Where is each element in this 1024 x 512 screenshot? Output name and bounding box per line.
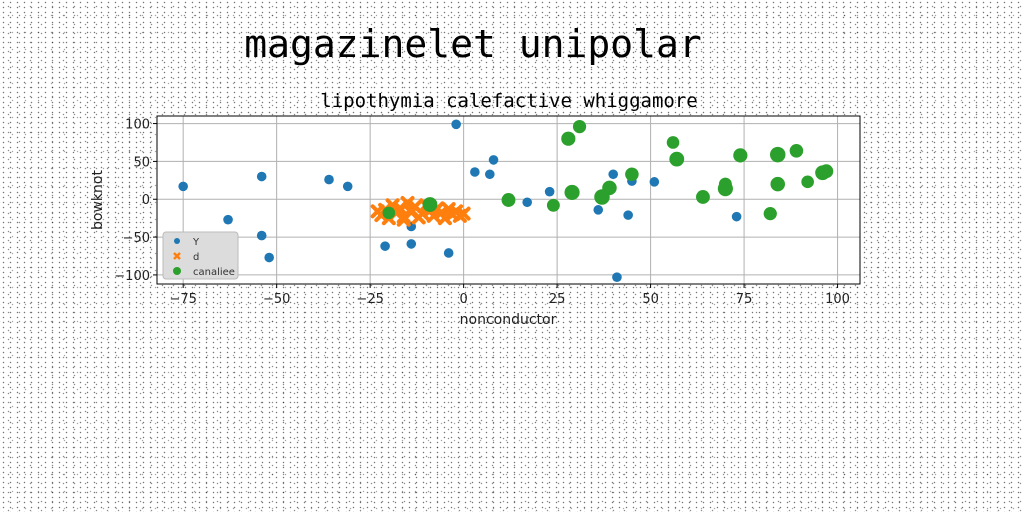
- legend-marker: [173, 267, 181, 275]
- data-point: [789, 144, 804, 158]
- data-point: [178, 181, 188, 192]
- data-point: [819, 164, 834, 179]
- data-point: [544, 186, 555, 197]
- plot-frame: [156, 115, 861, 285]
- legend-marker: [173, 252, 181, 260]
- x-tick-label: −75: [169, 292, 196, 307]
- data-point: [342, 181, 353, 192]
- legend-marker: [174, 238, 180, 244]
- data-point: [733, 148, 748, 163]
- x-tick-label: −50: [263, 292, 290, 307]
- data-point: [572, 119, 587, 134]
- data-point: [649, 177, 660, 187]
- x-tick-label: 100: [825, 292, 850, 307]
- x-tick-label: 50: [642, 292, 659, 307]
- data-point: [770, 176, 785, 192]
- data-point: [602, 180, 617, 196]
- data-point: [223, 214, 233, 225]
- legend: Yd canaliee: [162, 231, 239, 280]
- data-point: [612, 272, 622, 282]
- x-tick-label: 75: [736, 292, 753, 307]
- data-point: [669, 151, 685, 167]
- data-point: [437, 211, 452, 226]
- data-point: [264, 252, 274, 263]
- data-point: [501, 193, 516, 207]
- data-point: [422, 197, 438, 212]
- data-point: [400, 196, 415, 211]
- figure-title: magazinelet unipolar: [244, 22, 702, 66]
- data-point: [324, 174, 334, 185]
- data-point: [666, 136, 680, 149]
- legend-label: canaliee: [193, 267, 235, 278]
- data-point: [522, 197, 532, 208]
- legend-label: d: [193, 252, 199, 263]
- data-point: [456, 206, 471, 221]
- data-point: [256, 230, 267, 241]
- data-point: [593, 205, 604, 215]
- y-tick-label: −50: [123, 231, 150, 246]
- data-point: [546, 198, 560, 212]
- y-tick-label: 100: [125, 118, 150, 133]
- y-tick-label: −100: [114, 269, 150, 284]
- data-point: [396, 209, 411, 224]
- x-tick-label: 0: [459, 292, 467, 307]
- y-tick-label: 50: [133, 155, 150, 170]
- data-point: [717, 181, 733, 197]
- legend-label: Y: [192, 237, 200, 248]
- data-point: [731, 211, 742, 222]
- data-point: [370, 204, 385, 219]
- data-points: [178, 119, 834, 282]
- data-point: [443, 248, 454, 258]
- data-point: [769, 146, 786, 163]
- data-point: [396, 212, 411, 227]
- x-axis-title: nonconductor: [460, 312, 557, 328]
- data-point: [801, 175, 814, 189]
- data-point: [623, 210, 633, 220]
- data-point: [564, 184, 580, 201]
- data-point: [256, 171, 267, 182]
- data-point: [625, 167, 639, 182]
- data-point: [485, 169, 495, 180]
- x-tick-label: −25: [356, 292, 383, 307]
- data-point: [382, 206, 396, 220]
- axis-ticks: −75 −50 −25 0 25 50 75 100 −100 −50 0 50 100: [114, 118, 850, 307]
- data-point: [380, 241, 390, 251]
- data-point: [561, 131, 576, 146]
- data-point: [488, 155, 499, 165]
- data-point: [763, 207, 777, 221]
- x-tick-label: 25: [549, 292, 566, 307]
- y-axis-title: bowknot: [90, 170, 106, 230]
- data-point: [451, 119, 461, 130]
- data-point: [406, 239, 417, 249]
- chart-title: lipothymia calefactive whiggamore: [320, 90, 698, 112]
- data-point: [608, 169, 619, 180]
- data-point: [470, 167, 480, 177]
- y-tick-label: 0: [142, 193, 150, 208]
- legend-box: [162, 231, 239, 280]
- data-point: [696, 190, 710, 204]
